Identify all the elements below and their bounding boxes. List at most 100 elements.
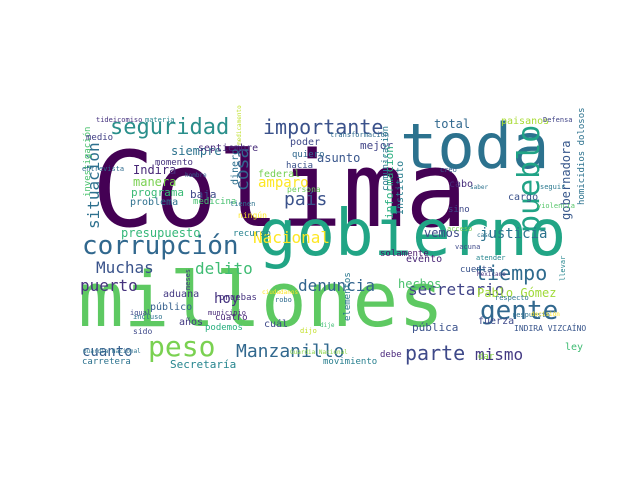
cloud-word: parte	[405, 341, 466, 365]
cloud-word: medicamento	[236, 105, 243, 145]
cloud-word: millones	[78, 255, 445, 344]
cloud-word: incluso	[133, 313, 163, 321]
cloud-word: años	[179, 317, 204, 328]
cloud-word: gente	[480, 296, 559, 326]
cloud-word: delito	[195, 259, 253, 278]
cloud-word: debe	[380, 350, 402, 360]
cloud-word: cuatro	[215, 313, 248, 323]
cloud-word: igual	[130, 309, 152, 317]
cloud-word: llevar	[559, 255, 567, 281]
cloud-word: asunto	[317, 151, 361, 165]
cloud-word: recurso	[233, 229, 271, 239]
cloud-word: homicidios dolosos	[577, 107, 587, 205]
cloud-word: dinero	[230, 148, 241, 185]
cloud-word: respuesta	[512, 311, 550, 319]
cloud-word: tiempo	[475, 261, 548, 285]
cloud-word: pública	[412, 321, 459, 334]
cloud-word: amparo	[258, 175, 309, 191]
cloud-word: secretario	[408, 280, 505, 299]
cloud-word: medio	[86, 133, 114, 143]
cloud-word: seguridad	[110, 115, 230, 140]
cloud-word: hoy	[214, 291, 240, 307]
cloud-word: meses	[184, 268, 192, 290]
cloud-word: Secretaría	[170, 358, 237, 371]
cloud-word: fuerza	[478, 316, 515, 327]
cloud-word: hacia	[286, 161, 314, 171]
cloud-word: sino	[448, 205, 470, 215]
cloud-word: hechos	[398, 277, 442, 291]
cloud-word: tideicomiso	[96, 116, 143, 124]
cloud-word: pruebas	[219, 293, 257, 303]
cloud-word: cargo	[508, 192, 539, 203]
cloud-word: gobierno	[258, 197, 567, 271]
cloud-word: tienen	[230, 200, 256, 208]
cloud-word: Indira	[133, 163, 177, 177]
cloud-word: ley	[565, 342, 584, 353]
cloud-word: importante	[263, 115, 384, 139]
cloud-word: cuenta	[460, 265, 493, 275]
cloud-word: Guardia Nacional	[290, 349, 348, 356]
cloud-word: Defensa	[543, 116, 573, 124]
cloud-word: podemos	[205, 323, 243, 333]
cloud-word: paisanos	[501, 116, 550, 127]
cloud-word: corrupción	[82, 231, 239, 261]
cloud-word: pueblo	[512, 124, 547, 233]
cloud-word: público	[150, 302, 193, 313]
cloud-word: vacuna	[455, 243, 481, 251]
cloud-word: país	[284, 189, 328, 210]
cloud-word: Instituto	[395, 160, 406, 215]
cloud-word: violencia	[537, 202, 575, 210]
cloud-word: creo	[440, 166, 457, 174]
cloud-word: vemos	[424, 226, 461, 240]
cloud-word: solamente	[380, 249, 429, 259]
cloud-word: Guardia Nacional	[83, 348, 141, 355]
cloud-word: dar	[478, 352, 495, 362]
cloud-word: total	[434, 117, 471, 131]
cloud-word: Muchas	[96, 258, 154, 277]
cloud-word: programa	[131, 186, 184, 199]
cloud-word: manera	[133, 175, 177, 189]
cloud-word: Manzanillo	[236, 341, 345, 362]
cloud-word: robo	[275, 296, 292, 304]
cloud-word: ningún	[238, 211, 267, 220]
cloud-word: presupuesto	[121, 226, 201, 240]
cloud-word: carretera	[82, 357, 131, 367]
cloud-word: acceso	[447, 225, 473, 233]
cloud-word: decisión	[531, 311, 560, 318]
cloud-word: INDIRA VIZCAÍNO	[514, 324, 587, 333]
cloud-word: hombre	[185, 172, 207, 179]
cloud-word: persona	[287, 185, 321, 194]
cloud-word: denuncia	[298, 276, 376, 295]
cloud-word: cuál	[264, 319, 289, 330]
cloud-word: Pablo Gómez	[477, 286, 557, 300]
cloud-word: justicia	[480, 226, 548, 242]
cloud-word: movimiento	[323, 357, 378, 367]
cloud-word: cabo	[449, 179, 474, 190]
cloud-word: toda	[400, 110, 550, 183]
cloud-word: puerto	[80, 276, 138, 295]
cloud-word: evento	[406, 254, 443, 265]
cloud-word: Mexicano	[477, 271, 506, 278]
cloud-word: transformación	[330, 131, 390, 139]
cloud-word: municipio	[208, 309, 246, 317]
cloud-word: dijo	[300, 327, 317, 335]
cloud-word: mejor	[360, 139, 394, 152]
cloud-word: momento	[155, 158, 193, 168]
cloud-word: entrevista	[82, 165, 125, 173]
cloud-word: poder	[290, 137, 321, 148]
cloud-word: siempre	[171, 144, 222, 158]
cloud-word: elementos	[343, 272, 353, 321]
cloud-word: aduana	[163, 289, 200, 300]
cloud-word: ciudadanos	[262, 289, 299, 296]
cloud-word: materia	[145, 116, 175, 124]
cloud-word: cuanto	[82, 344, 133, 360]
cloud-word: baja	[190, 188, 217, 201]
cloud-word: Nacional	[253, 228, 331, 247]
cloud-word: quiero	[292, 150, 325, 160]
cloud-word: seguir	[540, 183, 566, 191]
cloud-word: mismo	[475, 345, 524, 364]
cloud-word: problema	[130, 197, 179, 208]
cloud-word: septiembre	[198, 143, 259, 154]
cloud-word: respecto	[495, 294, 529, 302]
